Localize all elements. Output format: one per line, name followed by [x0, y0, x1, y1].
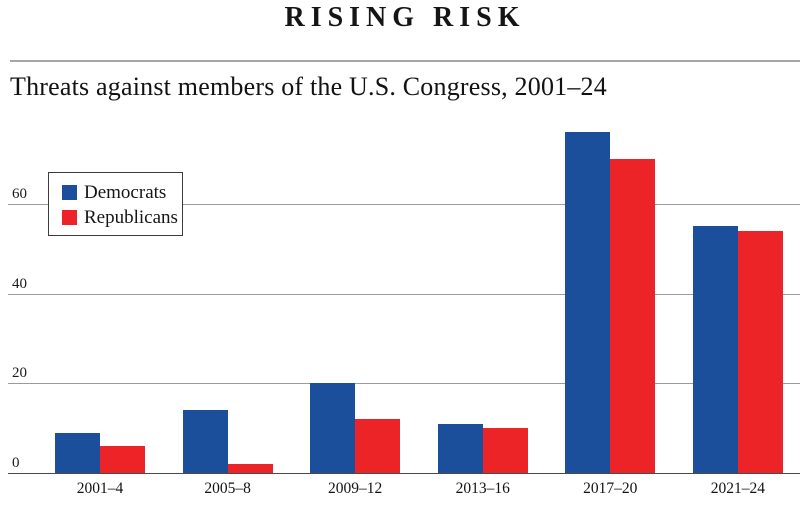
gridline	[8, 293, 800, 295]
x-tick-label: 2005–8	[204, 480, 251, 497]
bar-republicans-2	[355, 419, 401, 473]
legend-item-republicans: Republicans	[62, 205, 182, 230]
bar-democrats-1	[182, 410, 228, 473]
bar-republicans-0	[100, 446, 145, 473]
x-tick-label: 2009–12	[328, 480, 383, 497]
x-tick-label: 2001–4	[76, 480, 124, 497]
bar-republicans-5	[737, 230, 783, 473]
gridline	[8, 383, 800, 385]
bar-republicans-4	[610, 159, 656, 473]
x-axis-line	[8, 473, 800, 474]
x-tick-label: 2013–16	[455, 480, 510, 497]
democrats-swatch	[62, 185, 77, 200]
y-tick-label: 60	[12, 186, 27, 202]
title-divider	[10, 60, 800, 62]
bar-republicans-3	[482, 428, 528, 473]
chart-title: RISING RISK	[284, 2, 526, 33]
gridline	[8, 204, 800, 205]
y-tick-label: 0	[12, 455, 20, 471]
legend-label-republicans: Republicans	[84, 207, 178, 228]
y-tick-label: 40	[12, 275, 27, 292]
x-tick-label: 2017–20	[583, 480, 638, 497]
x-tick-label: 2021–24	[710, 480, 765, 497]
legend-item-democrats: Democrats	[62, 180, 182, 205]
legend: Democrats Republicans	[48, 172, 183, 236]
bar-democrats-4	[565, 132, 611, 473]
chart-subtitle: Threats against members of the U.S. Cong…	[10, 72, 607, 101]
bar-democrats-3	[437, 423, 483, 473]
bar-democrats-0	[55, 432, 100, 473]
bar-republicans-1	[227, 464, 273, 473]
y-tick-label: 20	[12, 365, 27, 382]
bar-democrats-2	[310, 383, 356, 473]
legend-label-democrats: Democrats	[84, 182, 167, 203]
republicans-swatch	[62, 210, 77, 225]
bar-democrats-5	[692, 226, 738, 473]
